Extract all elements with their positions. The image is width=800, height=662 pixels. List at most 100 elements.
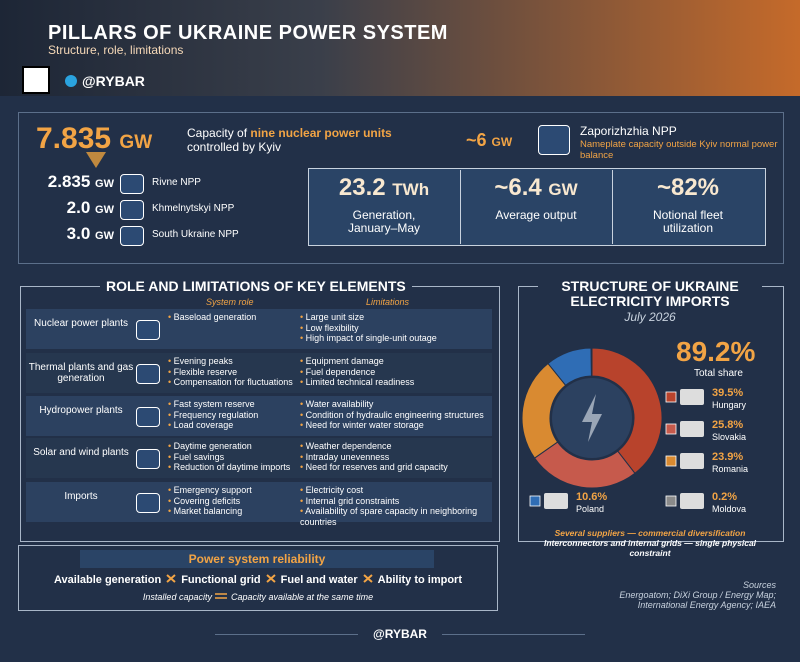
legend-name: Moldova <box>712 504 746 514</box>
reliability-item: Ability to import <box>377 574 462 586</box>
bullet: Evening peaks <box>168 356 296 367</box>
bullet: Fuel dependence <box>300 367 490 378</box>
bullet: Weather dependence <box>300 441 490 452</box>
bullet: Covering deficits <box>168 496 296 507</box>
bullet: High impact of single-unit outage <box>300 333 490 344</box>
legend-name: Poland <box>576 504 604 514</box>
header-bar <box>0 0 800 96</box>
value: ~82% <box>656 174 720 201</box>
value: 23.2 <box>338 174 386 201</box>
bullet: Need for reserves and grid capacity <box>300 462 490 473</box>
legend-swatch <box>665 455 677 467</box>
bullet-list: Large unit sizeLow flexibilityHigh impac… <box>300 312 490 344</box>
row-name: Thermal plants and gas generation <box>28 362 134 384</box>
reliability-item: Functional grid <box>181 574 261 586</box>
npp-icon <box>120 226 144 246</box>
reliability-frame <box>18 545 498 611</box>
bullet-list: Fast system reserveFrequency regulationL… <box>168 399 296 431</box>
stat-label: Average output <box>495 208 577 222</box>
legend-value: 0.2% <box>712 491 737 503</box>
nuclear-caption: Capacity of nine nuclear power units con… <box>187 126 407 154</box>
legend-swatch <box>665 495 677 507</box>
bullet: Flexible reserve <box>168 367 296 378</box>
value: ~6 <box>466 130 487 150</box>
plant-value: 2.0 GW <box>20 198 114 218</box>
row-icon <box>136 364 160 384</box>
times-icon <box>166 574 176 583</box>
bullet: Fuel savings <box>168 452 296 463</box>
bullet-list: Weather dependenceIntraday unevennessNee… <box>300 441 490 473</box>
brand: @RYBAR <box>82 73 145 89</box>
value: ~6.4 <box>494 174 542 201</box>
legend-value: 39.5% <box>712 387 743 399</box>
bullet: Availability of spare capacity in neighb… <box>300 506 490 527</box>
donut-chart: 39.5%Hungary 25.8%Slovakia 23.9%Romania 10.… <box>521 347 748 514</box>
bullet: Load coverage <box>168 420 296 431</box>
arrow <box>86 152 106 168</box>
bullet: Frequency regulation <box>168 410 296 421</box>
npp-icon <box>120 174 144 194</box>
value: 3.0 <box>66 224 91 243</box>
bullet: Market balancing <box>168 506 296 517</box>
bullet: Compensation for fluctuations <box>168 377 296 388</box>
subtitle: Structure, role, limitations <box>48 43 184 57</box>
reliability-item: Fuel and water <box>280 574 358 586</box>
bullet: Internal grid constraints <box>300 496 490 507</box>
note-right: Capacity available at the same time <box>231 592 374 602</box>
stat-value: ~6.4 GW <box>460 174 612 202</box>
reliability-items: Available generation Functional grid Fuel … <box>18 574 498 586</box>
stats-box <box>308 168 766 246</box>
bullet: Fast system reserve <box>168 399 296 410</box>
bullet-list: Water availabilityCondition of hydraulic… <box>300 399 490 431</box>
bullet: Daytime generation <box>168 441 296 452</box>
zaporizhzhia-name: Zaporizhzhia NPP <box>580 124 677 138</box>
bullet-list: Daytime generationFuel savingsReduction … <box>168 441 296 473</box>
divider <box>460 170 461 244</box>
npp-icon <box>538 125 570 155</box>
bullet: Baseload generation <box>168 312 296 323</box>
row-name: Solar and wind plants <box>33 447 129 458</box>
total-label: Total share <box>694 368 743 379</box>
stat-label: Generation, January–May <box>347 208 421 235</box>
note: Several suppliers — commercial diversifi… <box>554 528 746 538</box>
bullet: Condition of hydraulic engineering struc… <box>300 410 490 421</box>
footer: @RYBAR <box>358 627 442 641</box>
note-left: Installed capacity <box>142 592 212 602</box>
plant-name: South Ukraine NPP <box>152 229 239 240</box>
donut-slice <box>590 347 593 377</box>
bullet: Emergency support <box>168 485 296 496</box>
qr-code <box>22 66 50 94</box>
sources: Sources Energoatom; DiXi Group / Energy M… <box>616 580 776 610</box>
reliability-title: Power system reliability <box>80 550 434 568</box>
row-name: Hydropower plants <box>39 405 123 416</box>
note: Interconnectors and internal grids — sin… <box>543 538 757 558</box>
row-icon <box>136 407 160 427</box>
legend-swatch <box>665 423 677 435</box>
col-header: Limitations <box>366 297 410 307</box>
caption: Capacity of <box>187 126 251 140</box>
chart-subtitle: July 2026 <box>624 310 676 324</box>
row-name: Imports <box>64 491 98 502</box>
plant-value: 3.0 GW <box>20 224 114 244</box>
bullet: Large unit size <box>300 312 490 323</box>
legend-value: 23.9% <box>712 451 743 463</box>
bullet-list: Evening peaksFlexible reserveCompensatio… <box>168 356 296 388</box>
chart-title: STRUCTURE OF UKRAINE ELECTRICITY IMPORTS <box>538 279 762 309</box>
bullet: Electricity cost <box>300 485 490 496</box>
flag <box>680 493 704 509</box>
value: 2.835 <box>47 172 91 191</box>
col-header: System role <box>206 297 254 307</box>
legend-name: Slovakia <box>712 432 746 442</box>
sources-title: Sources <box>742 580 776 590</box>
unit: GW <box>95 204 114 216</box>
stat-value: ~82% <box>612 174 764 202</box>
row-icon <box>136 493 160 513</box>
stat-label: Notional fleet utilization <box>652 208 724 235</box>
npp-icon <box>120 200 144 220</box>
caption-emphasis: nine nuclear power units <box>250 126 392 140</box>
row-icon <box>136 320 160 340</box>
legend-value: 25.8% <box>712 419 743 431</box>
bullet-list: Equipment damageFuel dependenceLimited t… <box>300 356 490 388</box>
flag <box>680 453 704 469</box>
unit: GW <box>491 135 513 149</box>
